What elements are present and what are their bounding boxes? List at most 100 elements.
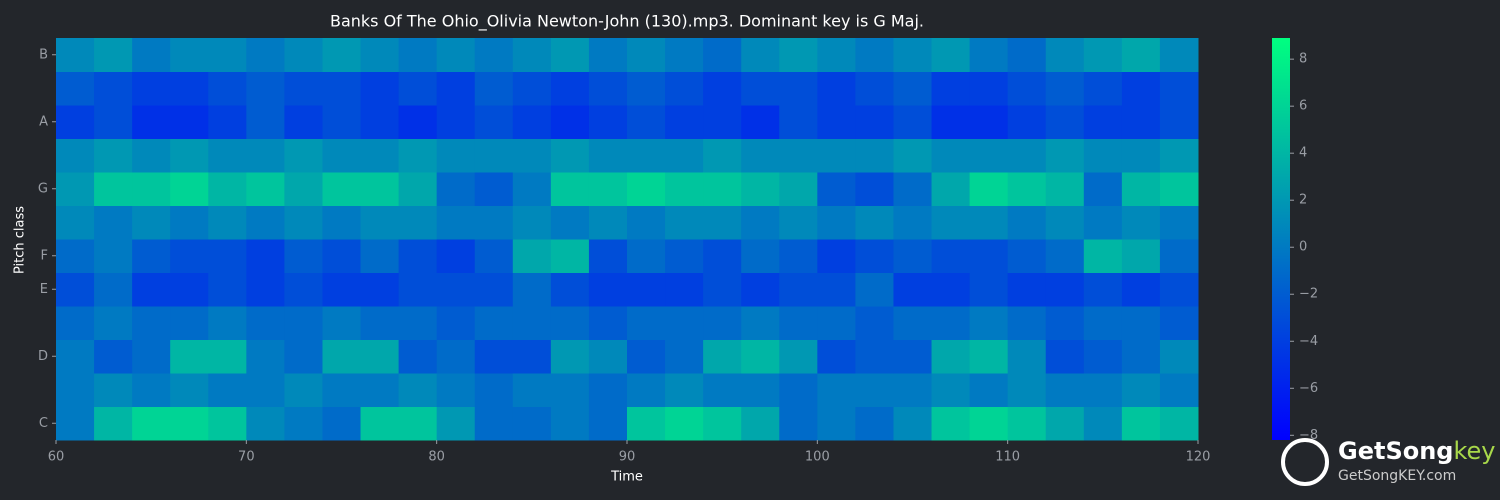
- cell: [360, 239, 400, 273]
- cell: [703, 406, 742, 441]
- cell: [550, 205, 590, 240]
- cell: [512, 306, 552, 340]
- cell: [1007, 205, 1047, 240]
- cell: [550, 306, 590, 340]
- cell: [627, 339, 666, 374]
- cell: [398, 239, 438, 273]
- cell: [170, 105, 209, 139]
- brand-accent: key: [1454, 437, 1496, 465]
- cell: [550, 373, 590, 407]
- cell: [246, 105, 285, 139]
- cell: [94, 339, 133, 374]
- cell: [1083, 272, 1123, 307]
- cell: [284, 406, 323, 441]
- cell: [665, 38, 704, 72]
- cell: [588, 105, 628, 139]
- cell: [436, 406, 476, 441]
- cell: [893, 406, 933, 441]
- cell: [56, 38, 95, 72]
- cell: [969, 406, 1009, 441]
- cell: [322, 205, 362, 240]
- cell: [969, 105, 1009, 139]
- cell: [170, 138, 209, 173]
- cell: [1159, 406, 1199, 441]
- cell: [1121, 306, 1161, 340]
- cell: [779, 172, 818, 206]
- cell: [94, 306, 133, 340]
- cell: [360, 205, 400, 240]
- cell: [893, 172, 933, 206]
- cell: [322, 339, 362, 374]
- cell: [512, 272, 552, 307]
- cell: [703, 373, 742, 407]
- cell: [703, 205, 742, 240]
- cell: [284, 172, 323, 206]
- cell: [322, 306, 362, 340]
- cell: [588, 373, 628, 407]
- cell: [512, 339, 552, 374]
- cell: [588, 272, 628, 307]
- cell: [398, 339, 438, 374]
- cell: [246, 71, 285, 106]
- cell: [56, 373, 95, 407]
- cell: [208, 373, 247, 407]
- cell: [703, 71, 742, 106]
- cell: [741, 38, 780, 72]
- cell: [94, 239, 133, 273]
- cell: [1045, 339, 1085, 374]
- cell: [436, 205, 476, 240]
- cell: [132, 239, 171, 273]
- cell: [969, 239, 1009, 273]
- cell: [893, 71, 933, 106]
- cell: [893, 272, 933, 307]
- x-axis-label: Time: [610, 470, 643, 485]
- cell: [1083, 172, 1123, 206]
- cell: [588, 406, 628, 441]
- cell: [360, 71, 400, 106]
- cell: [512, 71, 552, 106]
- cell: [94, 71, 133, 106]
- colorbar-tick-label: 4: [1299, 146, 1307, 161]
- cell: [474, 339, 514, 374]
- cell: [56, 406, 95, 441]
- cell: [627, 38, 666, 72]
- cell: [512, 239, 552, 273]
- cell: [1007, 339, 1047, 374]
- cell: [627, 172, 666, 206]
- cell: [132, 205, 171, 240]
- y-tick-label: G: [38, 181, 48, 196]
- cell: [931, 172, 971, 206]
- cell: [132, 339, 171, 374]
- cell: [56, 239, 95, 273]
- cell: [1045, 38, 1085, 72]
- cell: [1159, 105, 1199, 139]
- cell: [284, 306, 323, 340]
- cell: [1083, 239, 1123, 273]
- x-tick-label: 110: [995, 450, 1020, 465]
- cell: [56, 138, 95, 173]
- cell: [550, 272, 590, 307]
- cell: [170, 272, 209, 307]
- cell: [132, 105, 171, 139]
- cell: [208, 105, 247, 139]
- cell: [665, 306, 704, 340]
- cell: [322, 172, 362, 206]
- cell: [1007, 406, 1047, 441]
- cell: [322, 138, 362, 173]
- cell: [817, 105, 856, 139]
- cell: [588, 306, 628, 340]
- cell: [94, 406, 133, 441]
- cell: [246, 406, 285, 441]
- cell: [1007, 239, 1047, 273]
- cell: [132, 272, 171, 307]
- cell: [703, 105, 742, 139]
- cell: [512, 406, 552, 441]
- cell: [703, 38, 742, 72]
- cell: [56, 205, 95, 240]
- cell: [360, 38, 400, 72]
- cell: [741, 373, 780, 407]
- cell: [398, 138, 438, 173]
- cell: [398, 205, 438, 240]
- cell: [474, 239, 514, 273]
- cell: [627, 205, 666, 240]
